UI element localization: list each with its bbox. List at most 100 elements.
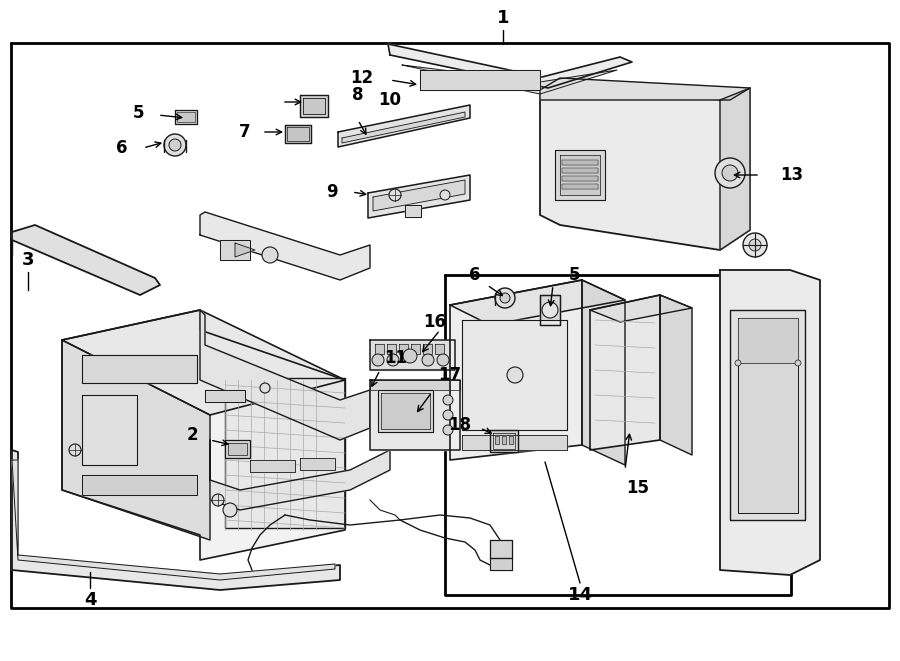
Polygon shape (399, 344, 408, 354)
Polygon shape (388, 44, 632, 88)
Polygon shape (462, 320, 567, 430)
Polygon shape (235, 243, 255, 257)
Circle shape (260, 383, 270, 393)
Text: 2: 2 (186, 426, 198, 444)
Polygon shape (368, 175, 470, 218)
Circle shape (372, 354, 384, 366)
Circle shape (495, 288, 515, 308)
Polygon shape (82, 395, 137, 465)
Polygon shape (540, 295, 560, 325)
Circle shape (422, 354, 434, 366)
Polygon shape (730, 310, 805, 520)
Polygon shape (225, 440, 250, 458)
Polygon shape (387, 344, 396, 354)
Circle shape (69, 444, 81, 456)
Polygon shape (300, 458, 335, 470)
Circle shape (715, 158, 745, 188)
Polygon shape (450, 280, 625, 325)
Polygon shape (738, 318, 798, 363)
Circle shape (387, 354, 399, 366)
Polygon shape (62, 310, 345, 415)
Polygon shape (210, 440, 390, 510)
Text: 11: 11 (384, 349, 408, 367)
Polygon shape (12, 225, 160, 295)
Polygon shape (177, 112, 195, 122)
Circle shape (542, 302, 558, 318)
Text: 10: 10 (379, 91, 401, 109)
Polygon shape (205, 390, 245, 402)
Circle shape (443, 395, 453, 405)
Circle shape (735, 360, 741, 366)
Polygon shape (420, 70, 540, 90)
Polygon shape (560, 155, 600, 195)
Polygon shape (435, 344, 444, 354)
Text: 5: 5 (132, 104, 144, 122)
Polygon shape (370, 380, 460, 390)
Polygon shape (495, 436, 499, 444)
Text: 1: 1 (497, 9, 509, 27)
Polygon shape (62, 340, 210, 540)
Circle shape (389, 189, 401, 201)
Polygon shape (342, 112, 465, 143)
Polygon shape (720, 88, 750, 250)
Polygon shape (62, 310, 345, 560)
Circle shape (795, 360, 801, 366)
Polygon shape (12, 450, 340, 590)
Circle shape (223, 503, 237, 517)
Circle shape (164, 134, 186, 156)
Polygon shape (378, 390, 433, 432)
Polygon shape (590, 295, 692, 322)
Polygon shape (250, 460, 295, 472)
Polygon shape (562, 160, 598, 165)
Text: 14: 14 (568, 586, 592, 604)
Polygon shape (562, 168, 598, 173)
Text: 5: 5 (569, 266, 580, 284)
Polygon shape (540, 295, 560, 325)
Polygon shape (228, 443, 247, 455)
Polygon shape (450, 280, 582, 460)
Polygon shape (82, 475, 197, 495)
Polygon shape (590, 295, 660, 450)
Circle shape (262, 247, 278, 263)
Polygon shape (303, 98, 325, 114)
Polygon shape (445, 275, 791, 595)
Circle shape (437, 354, 449, 366)
Polygon shape (175, 110, 197, 124)
Polygon shape (562, 184, 598, 189)
Text: 4: 4 (84, 591, 96, 609)
Polygon shape (493, 433, 515, 449)
Circle shape (507, 367, 523, 383)
Polygon shape (411, 344, 420, 354)
Polygon shape (370, 380, 460, 450)
Polygon shape (225, 378, 345, 528)
Text: 15: 15 (626, 479, 650, 497)
Polygon shape (370, 340, 455, 370)
Polygon shape (490, 540, 512, 558)
Polygon shape (200, 212, 370, 280)
Circle shape (749, 239, 761, 251)
Polygon shape (423, 344, 432, 354)
Polygon shape (738, 318, 798, 513)
Text: 18: 18 (448, 416, 472, 434)
Text: 6: 6 (116, 139, 128, 157)
Circle shape (440, 190, 450, 200)
Circle shape (403, 349, 417, 363)
Circle shape (169, 139, 181, 151)
Text: 6: 6 (469, 266, 481, 284)
Polygon shape (562, 176, 598, 181)
Polygon shape (502, 436, 506, 444)
Polygon shape (373, 180, 465, 211)
Polygon shape (220, 240, 250, 260)
Polygon shape (540, 78, 750, 250)
Polygon shape (381, 393, 430, 429)
Text: 7: 7 (239, 123, 251, 141)
Text: 3: 3 (22, 251, 34, 269)
Polygon shape (660, 295, 692, 455)
Polygon shape (555, 150, 605, 200)
Text: 12: 12 (350, 69, 374, 87)
Text: 17: 17 (438, 366, 462, 384)
Polygon shape (82, 355, 197, 383)
Circle shape (722, 165, 738, 181)
Polygon shape (338, 105, 470, 147)
Polygon shape (490, 558, 512, 570)
